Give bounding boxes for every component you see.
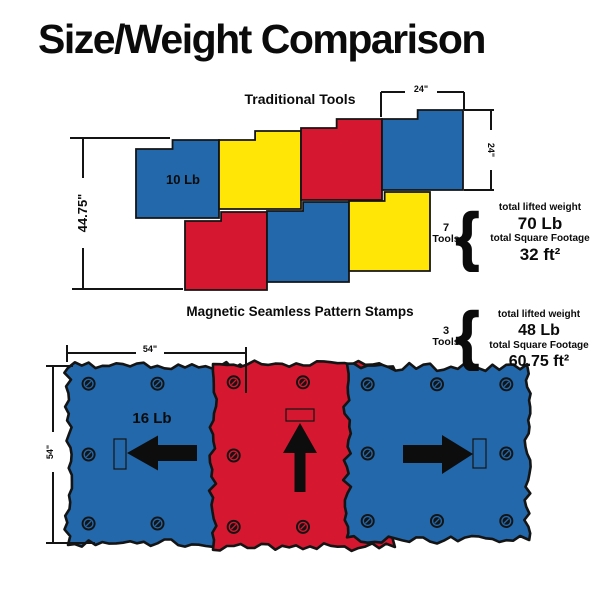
traditional-tools-heading: Traditional Tools: [244, 91, 356, 107]
stats-traditional: total lifted weight 70 Lb total Square F…: [478, 202, 600, 264]
bolt-slot: [364, 381, 371, 388]
arrow-right-icon: [403, 435, 473, 474]
tool-count-unit: Tools: [432, 336, 460, 348]
arrow-up-icon: [283, 423, 317, 492]
bolt-slot: [364, 518, 371, 524]
bolt-ring: [431, 515, 443, 527]
bolt-ring: [83, 518, 94, 529]
tool-count-traditional: 7 Tools: [429, 223, 463, 245]
arrow-left-icon: [127, 435, 197, 471]
tool-count-stamps: 3 Tools: [429, 326, 463, 348]
dim-height-label-traditional: 24": [479, 130, 503, 170]
tool-count-unit: Tools: [432, 233, 460, 245]
bolt-slot: [434, 518, 440, 524]
stat-label-square-footage: total Square Footage: [489, 340, 589, 351]
dim-height-label-stamps: 54": [38, 432, 62, 472]
bolt-slot: [230, 524, 237, 530]
stat-label-square-footage: total Square Footage: [490, 233, 590, 244]
bolt-ring: [152, 518, 163, 529]
stat-label-lifted-weight: total lifted weight: [498, 202, 582, 213]
bolt-ring: [228, 377, 239, 388]
handle-slot-right: [472, 438, 487, 469]
bolt-slot: [154, 520, 161, 527]
bolt-ring: [362, 379, 373, 390]
stats-stamps: total lifted weight 48 Lb total Square F…: [477, 309, 600, 371]
stat-value-lifted-weight: 48 Lb: [518, 322, 560, 339]
bolt-ring: [83, 378, 94, 389]
bolt-slot: [85, 520, 92, 527]
bolt-slot: [230, 379, 237, 386]
stamp-weight-label: 16 Lb: [132, 410, 172, 427]
tool-yellow-bottom-3: [348, 191, 431, 272]
bolt-ring: [362, 448, 373, 459]
bolt-ring: [501, 379, 512, 390]
dim-width-label-stamps: 54": [136, 344, 164, 354]
bolt-ring: [297, 377, 309, 388]
stat-label-lifted-weight: total lifted weight: [497, 309, 581, 320]
handle-slot-middle: [285, 408, 315, 422]
bolt-ring: [501, 448, 512, 459]
dim-width-label-traditional: 24": [405, 84, 437, 94]
page-title: Size/Weight Comparison: [38, 16, 486, 62]
bolt-slot: [230, 452, 237, 459]
tool-yellow-top-2: [218, 130, 302, 210]
stat-value-square-footage: 32 ft²: [519, 245, 561, 264]
bolt-slot: [503, 450, 510, 457]
bolt-ring: [501, 515, 512, 527]
stat-value-square-footage: 60.75 ft²: [508, 353, 570, 370]
bolt-ring: [297, 521, 309, 532]
bolt-slot: [85, 380, 92, 387]
bolt-ring: [362, 515, 373, 527]
bolt-ring: [228, 521, 239, 532]
bolt-ring: [152, 378, 163, 389]
tool-count-number: 3: [442, 325, 450, 337]
bolt-slot: [503, 381, 510, 388]
bolt-slot: [85, 451, 92, 458]
tool-blue-top-4: [381, 109, 464, 191]
bolt-slot: [364, 450, 371, 457]
tool-weight-label: 10 Lb: [166, 172, 200, 187]
tool-red-bottom-1: [184, 211, 268, 291]
bolt-slot: [300, 379, 306, 386]
brace-icon: {: [455, 299, 480, 371]
bolt-ring: [83, 449, 94, 460]
bolt-ring: [228, 450, 239, 461]
bolt-ring: [431, 379, 443, 390]
dim-total-height-label: 44.75": [70, 178, 94, 248]
bolt-slot: [434, 381, 440, 388]
magnetic-stamps-heading: Magnetic Seamless Pattern Stamps: [186, 304, 414, 319]
tool-blue-bottom-2: [266, 201, 350, 283]
tool-red-top-3: [300, 118, 383, 201]
bolt-slot: [503, 518, 510, 524]
brace-icon: {: [455, 200, 480, 272]
bolt-slot: [300, 524, 306, 530]
handle-slot-left: [113, 438, 127, 470]
bolt-slot: [154, 380, 161, 387]
tool-count-number: 7: [442, 222, 450, 234]
stat-value-lifted-weight: 70 Lb: [517, 214, 563, 233]
